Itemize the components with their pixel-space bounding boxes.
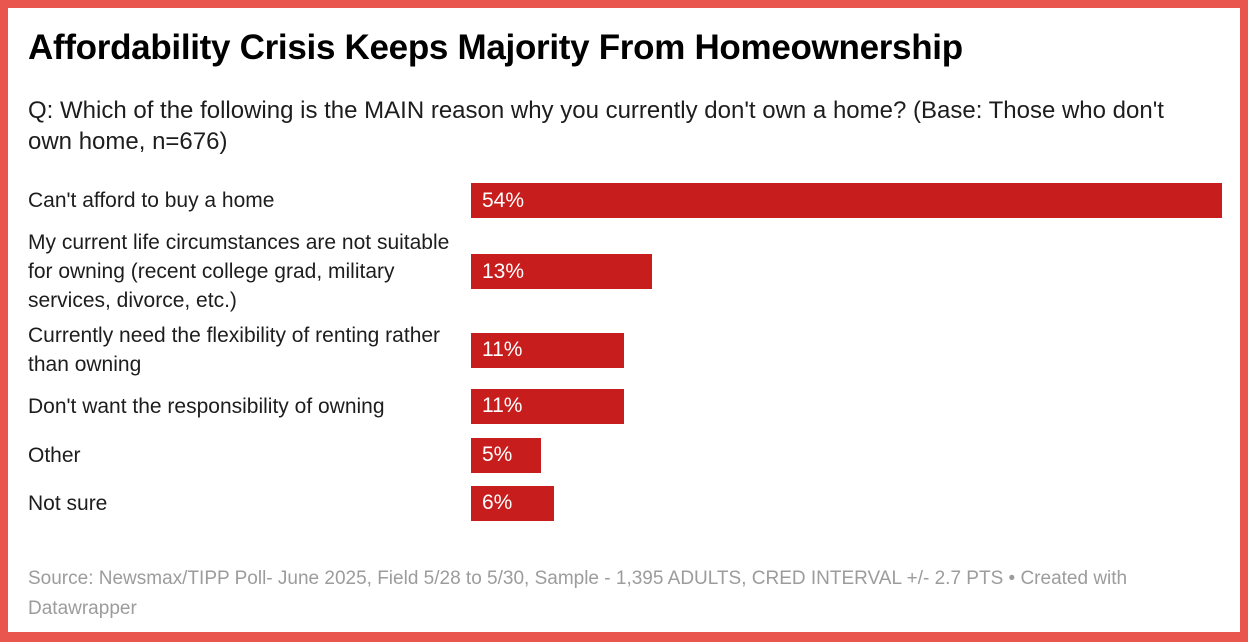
chart-subtitle: Q: Which of the following is the MAIN re… [28,97,1164,155]
category-label: Other [28,443,81,467]
bar: 5% [471,437,541,473]
category-label: Can't afford to buy a home [28,189,275,212]
bar-track: 11% [471,332,1222,368]
bar: 11% [471,332,624,368]
category-label: Currently need the flexibility of rentin… [28,324,441,376]
bar: 11% [471,388,624,424]
bar-row: Currently need the flexibility of rentin… [28,319,1222,381]
category-label: Don't want the responsibility of owning [28,394,385,418]
bar-value-label: 54% [482,188,525,212]
bar-value-label: 11% [482,338,523,361]
bar-value-label: 13% [482,259,525,283]
bar-chart: Can't afford to buy a home 54% My curren… [28,177,1222,527]
bar: 13% [471,254,652,289]
page-title: Affordability Crisis Keeps Majority From… [28,28,963,67]
bar-value-label: 5% [482,443,513,466]
bar-row: My current life circumstances are not su… [28,224,1222,319]
bar-track: 5% [471,437,1222,473]
category-label: My current life circumstances are not su… [28,231,450,312]
source-note: Source: Newsmax/TIPP Poll- June 2025, Fi… [28,568,1128,619]
chart-content: Affordability Crisis Keeps Majority From… [8,28,1240,624]
bar-row: Can't afford to buy a home 54% [28,177,1222,224]
bar-row: Other 5% [28,431,1222,479]
bar-track: 6% [471,485,1222,521]
bar: 54% [471,183,1222,218]
bar-track: 54% [471,183,1222,218]
category-label: Not sure [28,491,108,515]
bar-track: 11% [471,388,1222,424]
bar-row: Don't want the responsibility of owning … [28,381,1222,431]
bar-value-label: 6% [482,491,513,514]
bar-track: 13% [471,254,1222,289]
bar-row: Not sure 6% [28,479,1222,527]
bar: 6% [471,485,555,521]
bar-value-label: 11% [482,394,523,417]
